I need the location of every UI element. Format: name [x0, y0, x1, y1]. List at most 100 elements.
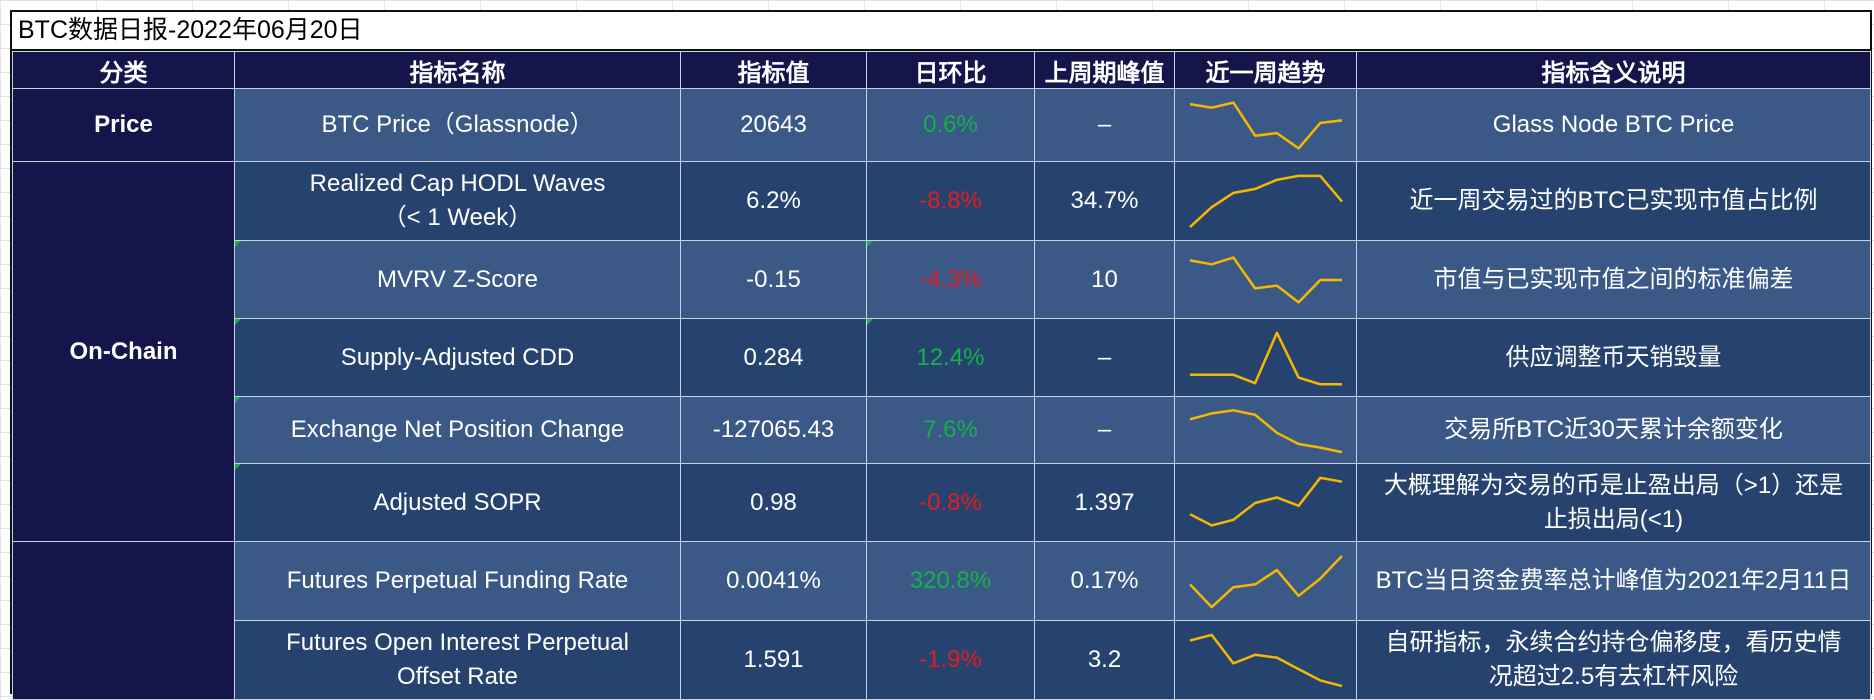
- header-row: 分类 指标名称 指标值 日环比 上周期峰值 近一周趋势 指标含义说明: [12, 51, 1871, 89]
- description-text-line2: 况超过2.5有去杠杆风险: [1488, 663, 1739, 690]
- daily-change-value: 12.4%: [866, 318, 1035, 397]
- trend-sparkline: [1188, 174, 1343, 228]
- trend-sparkline: [1189, 633, 1342, 687]
- table-row: On-Chain Realized Cap HODL Waves （< 1 Week…: [12, 161, 1871, 542]
- description-cell: 大概理解为交易的币是止盈出局（>1）还是 止损出局(<1): [1356, 463, 1871, 542]
- indicator-name-line2: （< 1 Week）: [382, 204, 533, 231]
- description-text: 自研指标，永续合约持仓偏移度，看历史情: [1385, 629, 1842, 657]
- trend-sparkline: [1188, 554, 1343, 608]
- last-peak-value: 0.17%: [1034, 541, 1175, 621]
- header-weekly-trend: 近一周趋势: [1174, 51, 1357, 89]
- indicator-value: 0.0041%: [680, 541, 867, 621]
- trend-line: [1189, 255, 1342, 304]
- indicator-name-cell: Futures Perpetual Funding Rate: [234, 541, 681, 621]
- weekly-trend-cell: [1174, 541, 1357, 621]
- weekly-trend-cell: [1174, 620, 1357, 700]
- indicator-name: Supply-Adjusted CDD: [340, 343, 575, 371]
- description-text: 大概理解为交易的币是止盈出局（>1）还是: [1383, 471, 1844, 499]
- daily-change-value: -1.9%: [866, 620, 1035, 700]
- weekly-trend-cell: [1174, 88, 1357, 162]
- last-peak-value: 34.7%: [1034, 161, 1175, 241]
- description-cell: 近一周交易过的BTC已实现市值占比例: [1356, 161, 1871, 241]
- header-last-peak: 上周期峰值: [1034, 51, 1175, 89]
- indicator-value: 0.98: [680, 463, 867, 542]
- description-text: 供应调整币天销毁量: [1505, 343, 1722, 371]
- weekly-trend-cell: [1174, 240, 1357, 319]
- description-cell: 交易所BTC近30天累计余额变化: [1356, 396, 1871, 464]
- category-cell: Price: [12, 88, 235, 162]
- description-text: 交易所BTC近30天累计余额变化: [1444, 416, 1783, 444]
- table-row: Supply-Adjusted CDD 0.284 12.4% – 供应调整币天销毁量: [13, 318, 1871, 397]
- indicator-name-cell: BTC Price（Glassnode）: [234, 88, 681, 162]
- indicator-value: 0.284: [680, 318, 867, 397]
- weekly-trend-cell: [1174, 161, 1357, 241]
- description-cell: 市值与已实现市值之间的标准偏差: [1356, 240, 1871, 319]
- indicator-value: -0.15: [680, 240, 867, 319]
- daily-change-value: 320.8%: [866, 541, 1035, 621]
- category-cell: [12, 541, 235, 700]
- trend-line: [1189, 408, 1342, 453]
- trend-line: [1188, 554, 1343, 608]
- last-peak-value: –: [1034, 396, 1175, 464]
- description-text-line2: 止损出局(<1): [1543, 505, 1684, 533]
- header-category: 分类: [12, 51, 235, 89]
- indicator-name-line2: Offset Rate: [397, 663, 518, 690]
- last-peak-value: 1.397: [1034, 463, 1175, 542]
- description-cell: Glass Node BTC Price: [1356, 88, 1871, 162]
- header-description: 指标含义说明: [1356, 51, 1871, 89]
- indicator-name: Futures Perpetual Funding Rate: [286, 567, 629, 595]
- indicator-name-cell: Supply-Adjusted CDD: [234, 318, 681, 397]
- indicator-name: Futures Open Interest Perpetual: [286, 629, 629, 657]
- trend-line: [1188, 476, 1342, 527]
- weekly-trend-cell: [1174, 463, 1357, 542]
- header-indicator-value: 指标值: [680, 51, 867, 89]
- indicator-name: BTC Price（Glassnode）: [321, 111, 594, 139]
- description-cell: 供应调整币天销毁量: [1356, 318, 1871, 397]
- indicator-name-cell: Realized Cap HODL Waves （< 1 Week）: [234, 161, 681, 241]
- indicator-name: Realized Cap HODL Waves: [309, 170, 606, 198]
- table-row: Exchange Net Position Change -127065.43 7.…: [13, 396, 1871, 464]
- last-peak-value: –: [1034, 318, 1175, 397]
- indicator-value: 6.2%: [680, 161, 867, 241]
- indicator-name: Exchange Net Position Change: [290, 416, 625, 444]
- indicator-name: MVRV Z-Score: [377, 265, 538, 293]
- indicator-name-cell: Exchange Net Position Change: [234, 396, 681, 464]
- last-peak-value: –: [1034, 88, 1175, 162]
- header-indicator-name: 指标名称: [234, 51, 681, 89]
- last-peak-value: 3.2: [1034, 620, 1175, 700]
- indicator-name: Adjusted SOPR: [373, 488, 542, 516]
- indicator-value: -127065.43: [680, 396, 867, 464]
- description-text: BTC当日资金费率总计峰值为2021年2月11日: [1375, 567, 1852, 595]
- header-daily-change: 日环比: [866, 51, 1035, 89]
- indicator-value: 20643: [680, 88, 867, 162]
- daily-change-value: 0.6%: [866, 88, 1035, 162]
- report-table-container: BTC数据日报-2022年06月20日 分类 指标名称 指标值 日环比 上周期峰…: [10, 10, 1872, 700]
- trend-line: [1188, 174, 1343, 228]
- trend-sparkline: [1188, 476, 1342, 527]
- description-cell: 自研指标，永续合约持仓偏移度，看历史情 况超过2.5有去杠杆风险: [1356, 620, 1871, 700]
- trend-sparkline: [1189, 408, 1342, 453]
- description-text: 市值与已实现市值之间的标准偏差: [1433, 265, 1794, 293]
- daily-change-value: -0.8%: [866, 463, 1035, 542]
- indicator-table: 分类 指标名称 指标值 日环比 上周期峰值 近一周趋势 指标含义说明 Price…: [12, 51, 1871, 700]
- trend-sparkline: [1189, 255, 1342, 304]
- trend-line: [1189, 331, 1342, 386]
- weekly-trend-cell: [1174, 318, 1357, 397]
- table-row: Price BTC Price（Glassnode） 20643 0.6% – Glass…: [12, 88, 1871, 162]
- trend-line: [1189, 100, 1342, 150]
- category-cell: On-Chain: [12, 161, 235, 542]
- last-peak-value: 10: [1034, 240, 1175, 319]
- description-cell: BTC当日资金费率总计峰值为2021年2月11日: [1356, 541, 1871, 621]
- trend-line: [1189, 633, 1342, 687]
- trend-sparkline: [1189, 100, 1342, 150]
- daily-change-value: 7.6%: [866, 396, 1035, 464]
- daily-change-value: -4.3%: [866, 240, 1035, 319]
- report-title: BTC数据日报-2022年06月20日: [12, 12, 1870, 51]
- table-row: Futures Perpetual Funding Rate 0.0041% 320…: [12, 541, 1871, 700]
- indicator-name-cell: Futures Open Interest Perpetual Offset Ra…: [234, 620, 681, 700]
- indicator-value: 1.591: [680, 620, 867, 700]
- weekly-trend-cell: [1174, 396, 1357, 464]
- indicator-name-cell: Adjusted SOPR: [234, 463, 681, 542]
- daily-change-value: -8.8%: [866, 161, 1035, 241]
- trend-sparkline: [1189, 331, 1342, 386]
